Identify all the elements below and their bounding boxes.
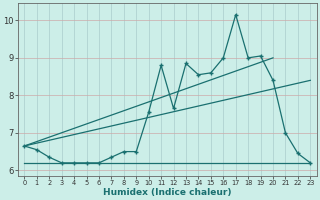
X-axis label: Humidex (Indice chaleur): Humidex (Indice chaleur): [103, 188, 232, 197]
